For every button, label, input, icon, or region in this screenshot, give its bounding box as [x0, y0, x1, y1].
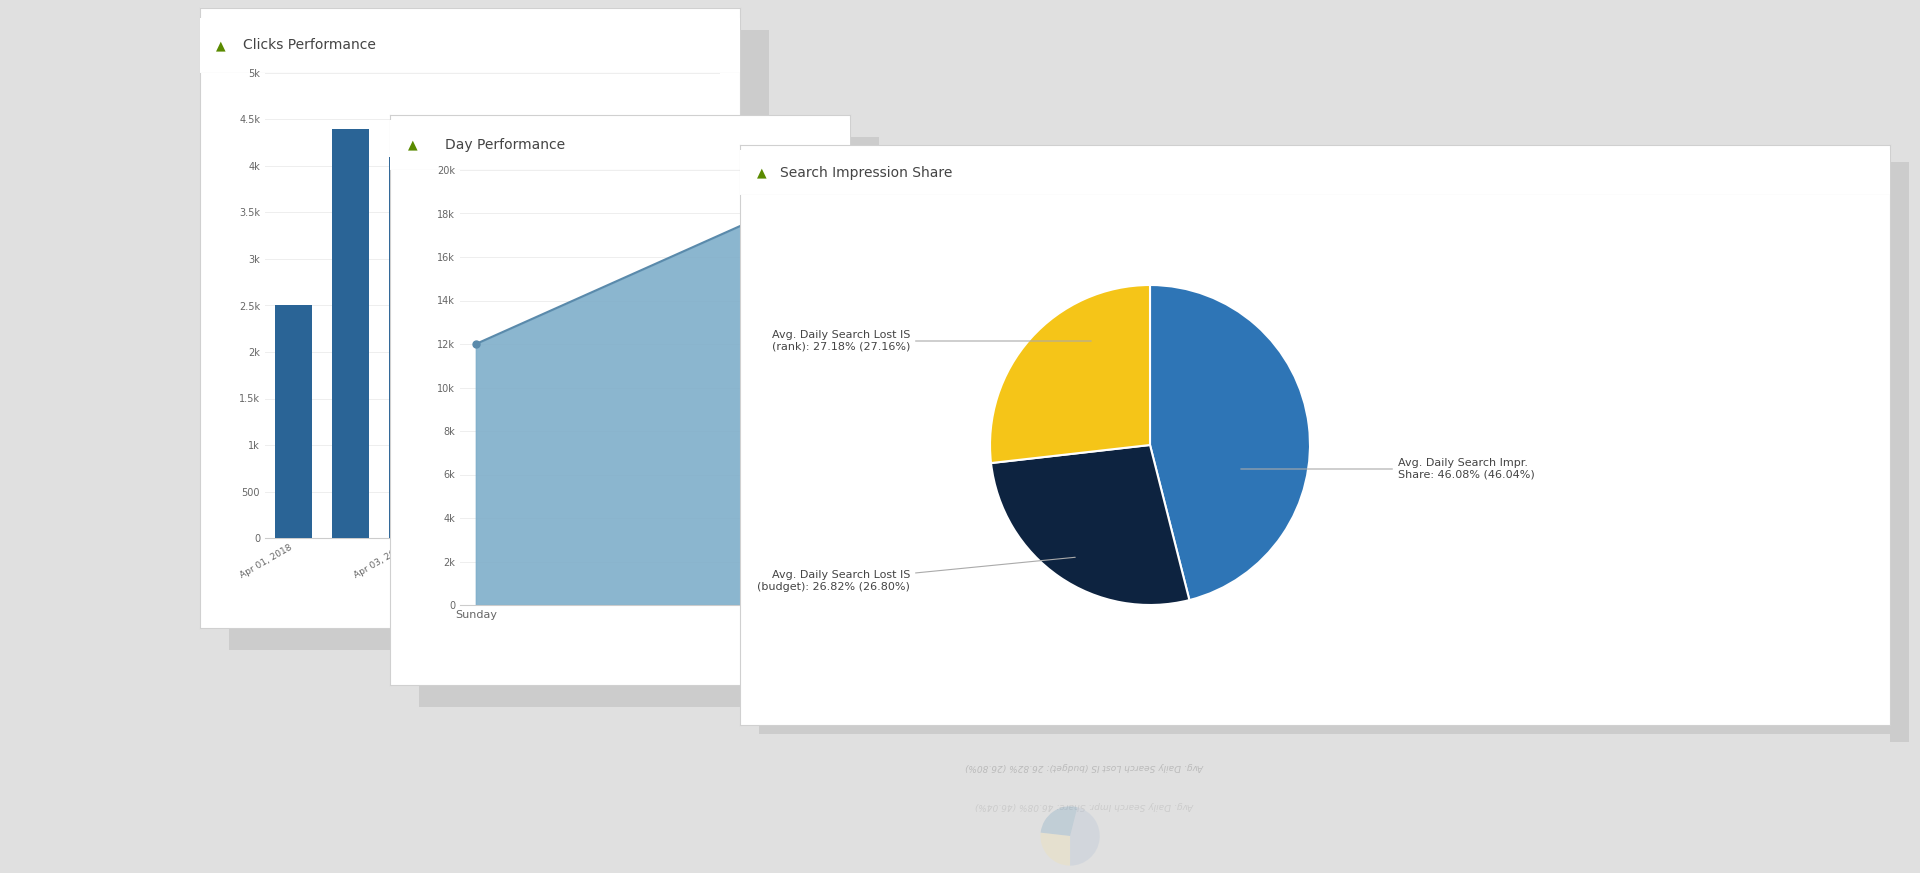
Bar: [503, 115, 540, 538]
Bar: [559, 203, 597, 538]
Bar: [445, 120, 482, 538]
Text: Avg. Daily Search Lost IS
(budget): 26.82% (26.80%): Avg. Daily Search Lost IS (budget): 26.8…: [756, 557, 1075, 592]
Bar: [616, 212, 653, 538]
Bar: [674, 115, 710, 538]
Bar: [332, 129, 369, 538]
Wedge shape: [1150, 285, 1309, 600]
Bar: [275, 306, 311, 538]
Wedge shape: [991, 285, 1150, 463]
Text: Avg. Daily Search Impr. Share: 46.08% (46.04%): Avg. Daily Search Impr. Share: 46.08% (4…: [975, 801, 1194, 810]
Text: Search Impression Share: Search Impression Share: [780, 166, 952, 180]
Text: Avg. Daily Search Lost IS
(rank): 27.18% (27.16%): Avg. Daily Search Lost IS (rank): 27.18%…: [772, 330, 1091, 352]
Wedge shape: [991, 445, 1188, 605]
Text: Clicks Performance: Clicks Performance: [244, 38, 376, 52]
Wedge shape: [1041, 833, 1069, 866]
Text: ▲: ▲: [756, 166, 766, 179]
Text: ▲: ▲: [217, 39, 227, 52]
Text: Day Performance: Day Performance: [445, 138, 564, 152]
Wedge shape: [1041, 807, 1077, 836]
Wedge shape: [1069, 808, 1100, 866]
Text: ▲: ▲: [409, 139, 419, 152]
Text: Avg. Daily Search Lost IS (budget): 26.82% (26.80%): Avg. Daily Search Lost IS (budget): 26.8…: [966, 762, 1204, 771]
Bar: [388, 156, 426, 538]
Text: Avg. Daily Search Impr.
Share: 46.08% (46.04%): Avg. Daily Search Impr. Share: 46.08% (4…: [1240, 458, 1534, 480]
